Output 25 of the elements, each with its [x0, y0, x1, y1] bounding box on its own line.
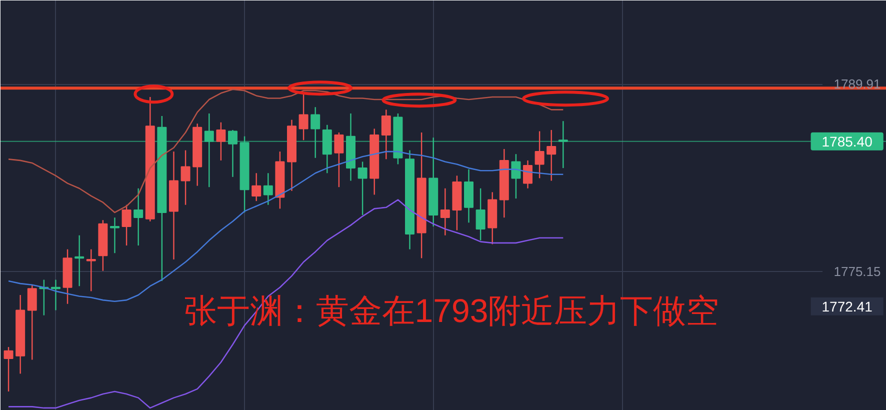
candlestick [546, 129, 556, 182]
candlestick [252, 172, 262, 202]
candlestick [523, 160, 533, 189]
candlestick [74, 234, 84, 287]
candlestick [534, 130, 544, 179]
text: 1772.41 [822, 298, 873, 314]
candlestick [334, 132, 344, 188]
candlestick [4, 346, 14, 392]
candlestick [50, 279, 60, 311]
candlestick [86, 248, 96, 292]
candlestick [511, 153, 521, 200]
candlestick [263, 172, 273, 206]
candlestick [27, 284, 37, 360]
candlestick [440, 188, 450, 236]
candlestick [358, 161, 368, 216]
candlestick [180, 150, 190, 206]
candlestick [122, 204, 132, 246]
candlestick [476, 188, 486, 242]
candlestick [134, 188, 144, 246]
ref-line-label: 1785.40 [822, 133, 873, 150]
candlestick [216, 122, 226, 162]
candlestick [110, 216, 120, 254]
candlestick [381, 109, 391, 160]
y-tick-label: 1775.15 [834, 264, 881, 280]
line-series [8, 88, 564, 214]
